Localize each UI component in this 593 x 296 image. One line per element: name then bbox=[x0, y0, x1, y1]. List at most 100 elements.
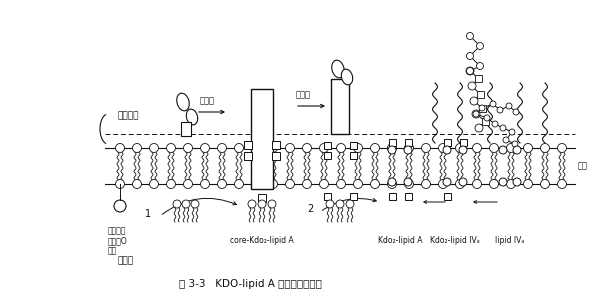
Circle shape bbox=[467, 33, 473, 39]
Circle shape bbox=[116, 144, 125, 152]
Circle shape bbox=[285, 144, 295, 152]
Circle shape bbox=[490, 101, 496, 107]
Circle shape bbox=[404, 178, 412, 186]
Text: 连接的O: 连接的O bbox=[108, 236, 127, 245]
Circle shape bbox=[557, 179, 566, 189]
Circle shape bbox=[388, 146, 396, 154]
Circle shape bbox=[443, 178, 451, 186]
Circle shape bbox=[200, 144, 209, 152]
Circle shape bbox=[512, 141, 518, 147]
Circle shape bbox=[173, 200, 181, 208]
Circle shape bbox=[218, 179, 227, 189]
Text: 连接酶: 连接酶 bbox=[296, 90, 311, 99]
Text: 周质间隙: 周质间隙 bbox=[118, 112, 139, 120]
Circle shape bbox=[524, 179, 533, 189]
Circle shape bbox=[466, 67, 474, 75]
Circle shape bbox=[320, 144, 329, 152]
Circle shape bbox=[149, 144, 158, 152]
Circle shape bbox=[473, 179, 482, 189]
Bar bbox=[474, 75, 482, 81]
Circle shape bbox=[285, 179, 295, 189]
Bar bbox=[324, 192, 330, 200]
Circle shape bbox=[557, 144, 566, 152]
Circle shape bbox=[234, 179, 244, 189]
Ellipse shape bbox=[177, 93, 189, 111]
Text: 多聚酶: 多聚酶 bbox=[200, 96, 215, 105]
Circle shape bbox=[320, 179, 329, 189]
Circle shape bbox=[524, 144, 533, 152]
Circle shape bbox=[499, 178, 507, 186]
Circle shape bbox=[132, 144, 142, 152]
Bar bbox=[460, 139, 467, 146]
Circle shape bbox=[459, 146, 467, 154]
Bar bbox=[324, 141, 330, 149]
Circle shape bbox=[438, 179, 448, 189]
Bar bbox=[244, 152, 252, 160]
Bar bbox=[404, 139, 412, 146]
Circle shape bbox=[167, 144, 176, 152]
Bar bbox=[251, 89, 273, 189]
Circle shape bbox=[492, 121, 498, 127]
Circle shape bbox=[336, 200, 344, 208]
Bar bbox=[244, 141, 252, 149]
Circle shape bbox=[387, 179, 397, 189]
Bar bbox=[258, 194, 266, 202]
Circle shape bbox=[251, 144, 260, 152]
Text: 内膜: 内膜 bbox=[578, 162, 588, 170]
Bar bbox=[388, 192, 396, 200]
Bar bbox=[181, 122, 191, 136]
Bar bbox=[272, 141, 280, 149]
Circle shape bbox=[269, 144, 278, 152]
Circle shape bbox=[470, 97, 478, 105]
Circle shape bbox=[218, 144, 227, 152]
Circle shape bbox=[506, 144, 515, 152]
Circle shape bbox=[302, 179, 311, 189]
Circle shape bbox=[489, 179, 499, 189]
Circle shape bbox=[459, 178, 467, 186]
Circle shape bbox=[404, 146, 412, 154]
Ellipse shape bbox=[186, 109, 197, 125]
Text: 2: 2 bbox=[307, 204, 313, 214]
Text: lipid IVₐ: lipid IVₐ bbox=[495, 236, 525, 245]
Circle shape bbox=[353, 179, 362, 189]
Bar bbox=[349, 141, 356, 149]
Circle shape bbox=[473, 111, 479, 117]
Text: 细胞质: 细胞质 bbox=[118, 257, 134, 266]
Circle shape bbox=[467, 52, 473, 59]
Bar bbox=[479, 104, 486, 112]
Circle shape bbox=[540, 179, 550, 189]
Circle shape bbox=[191, 200, 199, 208]
Circle shape bbox=[114, 200, 126, 212]
Bar bbox=[272, 152, 280, 160]
Circle shape bbox=[506, 179, 515, 189]
Circle shape bbox=[346, 200, 354, 208]
Bar bbox=[324, 152, 330, 158]
Circle shape bbox=[248, 200, 256, 208]
Circle shape bbox=[336, 179, 346, 189]
Circle shape bbox=[388, 178, 396, 186]
Circle shape bbox=[116, 179, 125, 189]
Circle shape bbox=[438, 144, 448, 152]
Bar bbox=[349, 152, 356, 158]
Circle shape bbox=[251, 179, 260, 189]
Circle shape bbox=[268, 200, 276, 208]
Circle shape bbox=[540, 144, 550, 152]
Circle shape bbox=[132, 179, 142, 189]
Text: Kdo₂-lipid IVₐ: Kdo₂-lipid IVₐ bbox=[430, 236, 480, 245]
Circle shape bbox=[475, 124, 483, 132]
Circle shape bbox=[182, 200, 190, 208]
Circle shape bbox=[477, 62, 483, 70]
Bar bbox=[349, 192, 356, 200]
Text: 1: 1 bbox=[145, 209, 151, 219]
Circle shape bbox=[503, 137, 509, 143]
Circle shape bbox=[479, 105, 485, 111]
Bar bbox=[477, 91, 483, 97]
Circle shape bbox=[455, 144, 464, 152]
Circle shape bbox=[234, 144, 244, 152]
Circle shape bbox=[499, 146, 507, 154]
Circle shape bbox=[422, 179, 431, 189]
Text: 膜结合脂: 膜结合脂 bbox=[108, 226, 126, 235]
Bar bbox=[388, 139, 396, 146]
Circle shape bbox=[455, 179, 464, 189]
Text: Kdo₂-lipid A: Kdo₂-lipid A bbox=[378, 236, 422, 245]
